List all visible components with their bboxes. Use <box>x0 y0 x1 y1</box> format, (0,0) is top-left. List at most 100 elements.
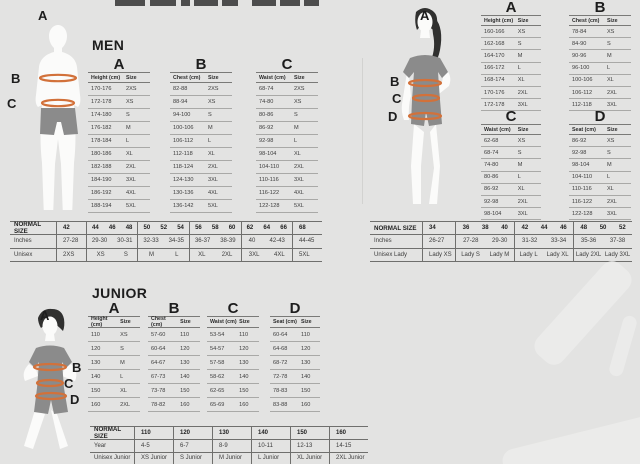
value: 12-13 <box>297 442 313 449</box>
value: 50 <box>599 225 607 232</box>
waist-band <box>40 98 76 108</box>
table-cell: 116-122 <box>572 198 593 205</box>
table-header-row: Height (cm) Size <box>88 73 150 83</box>
table-cell: 2XL <box>120 401 131 408</box>
table-row: 110 XS <box>88 328 140 342</box>
table-cell: 170-176 <box>91 86 112 92</box>
table-row: 130-136 4XL <box>170 187 232 200</box>
table-cell: M <box>125 125 131 131</box>
value: 38-39 <box>220 238 236 245</box>
row-label: NORMAL SIZE <box>94 425 122 440</box>
table-cell: 180-186 <box>91 151 112 157</box>
table-cell: 2XS <box>293 86 305 92</box>
value: 14-15 <box>336 442 352 449</box>
measure-table: Chest (cm) Size 82-88 2XS 88-94 XS 94-100 S 100-… <box>170 72 232 213</box>
column-header: Size <box>120 319 131 325</box>
size-group-cell: 68 <box>292 222 322 235</box>
normal-size-row: NORMAL SIZE 42 44 46 48 50 52 54 56 58 60 62 64 66 68 <box>10 221 322 236</box>
table-row: 72-78 140 <box>270 370 320 384</box>
women-label-c: C <box>392 91 402 106</box>
value: 2XS <box>63 251 75 258</box>
table-row: 92-98 2XL <box>481 196 541 209</box>
table-cell: XS <box>120 331 128 338</box>
table-row: 180-186 XL <box>88 148 150 161</box>
table-cell: 98-104 <box>572 161 590 168</box>
table-header-row: Chest (cm) Size <box>148 316 200 328</box>
table-cell: 62-68 <box>484 137 499 144</box>
table-row: 74-80 M <box>481 159 541 172</box>
value: 40 <box>501 225 508 232</box>
value: 29-30 <box>91 238 108 245</box>
table-cell: L <box>207 138 212 144</box>
table-row: 62-68 XS <box>481 135 541 148</box>
table-cell: 140 <box>180 373 190 380</box>
table-cell: 78-83 <box>273 387 288 394</box>
junior-label-a: A <box>40 308 50 323</box>
table-cell: 4XL <box>293 190 304 196</box>
waist-band <box>35 378 65 388</box>
table-letter: A <box>505 0 517 16</box>
normal-size-row: Inches 27-28 29-30 30-31 32-33 34-35 36-37 38-3… <box>10 235 322 249</box>
junior-label-b: B <box>72 360 82 375</box>
table-cell: 160-166 <box>484 28 505 35</box>
cropped-title-fragment <box>194 0 218 6</box>
value: 26-27 <box>429 238 445 245</box>
table-cell: 172-178 <box>484 101 505 108</box>
table-row: 78-83 150 <box>270 384 320 398</box>
table-cell: 140 <box>301 373 311 380</box>
value: Lady S <box>461 251 480 258</box>
table-cell: XS <box>606 137 615 144</box>
table-cell: 118-124 <box>173 164 194 170</box>
table-cell: 3XL <box>207 177 218 183</box>
junior-figure <box>23 308 77 449</box>
size-group-cell: XS S <box>85 248 138 261</box>
normal-size-row: Inches 26-27 27-28 29-30 31-32 33-34 35-36 37-3… <box>370 235 632 249</box>
table-cell: 160 <box>180 401 190 408</box>
cropped-title-fragment <box>252 0 276 6</box>
table-row: 130 M <box>88 356 140 370</box>
size-group-cell: 42 <box>56 222 86 235</box>
table-cell: XS <box>606 28 615 35</box>
table-cell: 116-122 <box>259 190 280 196</box>
table-header-row: Chest (cm) Size <box>569 16 631 26</box>
value: 27-28 <box>463 238 479 245</box>
table-cell: 96-100 <box>572 65 590 72</box>
seat-band <box>407 111 443 121</box>
row-label: Inches <box>14 238 32 245</box>
value: Lady M <box>489 251 510 258</box>
table-cell: XL <box>606 77 614 84</box>
table-row: 136-142 5XL <box>170 200 232 213</box>
women-height-table: A Height (cm) Size 160-166 XS 162-168 S 164-170… <box>481 0 541 112</box>
value: S <box>123 251 128 258</box>
table-cell: 130 <box>180 359 190 366</box>
men-label-c: C <box>7 96 17 111</box>
value: 6-7 <box>180 442 189 449</box>
column-header: Waist (cm) <box>210 319 237 325</box>
value: 62 <box>246 225 254 232</box>
value: 56 <box>195 225 202 232</box>
value: 68 <box>299 225 306 232</box>
size-group-cell: 12-13 <box>290 439 329 452</box>
table-cell: 106-112 <box>572 89 593 96</box>
table-letter: A <box>113 56 125 73</box>
table-cell: 78-84 <box>572 28 587 35</box>
junior-waist-table: C Waist (cm) Size 53-54 110 54-57 120 57-58 130 5… <box>207 301 259 412</box>
size-group-cell: XS Junior <box>134 452 173 464</box>
table-header-row: Waist (cm) Size <box>256 73 318 83</box>
value: 110 <box>141 429 151 436</box>
size-group-cell: 2XL Junior <box>329 452 368 464</box>
table-letter: A <box>108 300 120 317</box>
table-cell: 162-168 <box>484 40 505 47</box>
table-cell: 124-130 <box>173 177 194 183</box>
table-cell: 110 <box>239 331 249 338</box>
table-row: 110-116 3XL <box>256 174 318 187</box>
measure-table: Chest (cm) Size 78-84 XS 84-90 S 90-96 M 96-100 L… <box>569 15 631 112</box>
table-cell: 5XL <box>293 203 304 209</box>
table-cell: 174-180 <box>91 112 112 118</box>
table-cell: 94-100 <box>173 112 191 118</box>
table-cell: 74-80 <box>259 99 274 105</box>
table-cell: 110 <box>91 331 100 338</box>
table-cell: 78-82 <box>151 401 166 408</box>
table-cell: 104-110 <box>259 164 280 170</box>
